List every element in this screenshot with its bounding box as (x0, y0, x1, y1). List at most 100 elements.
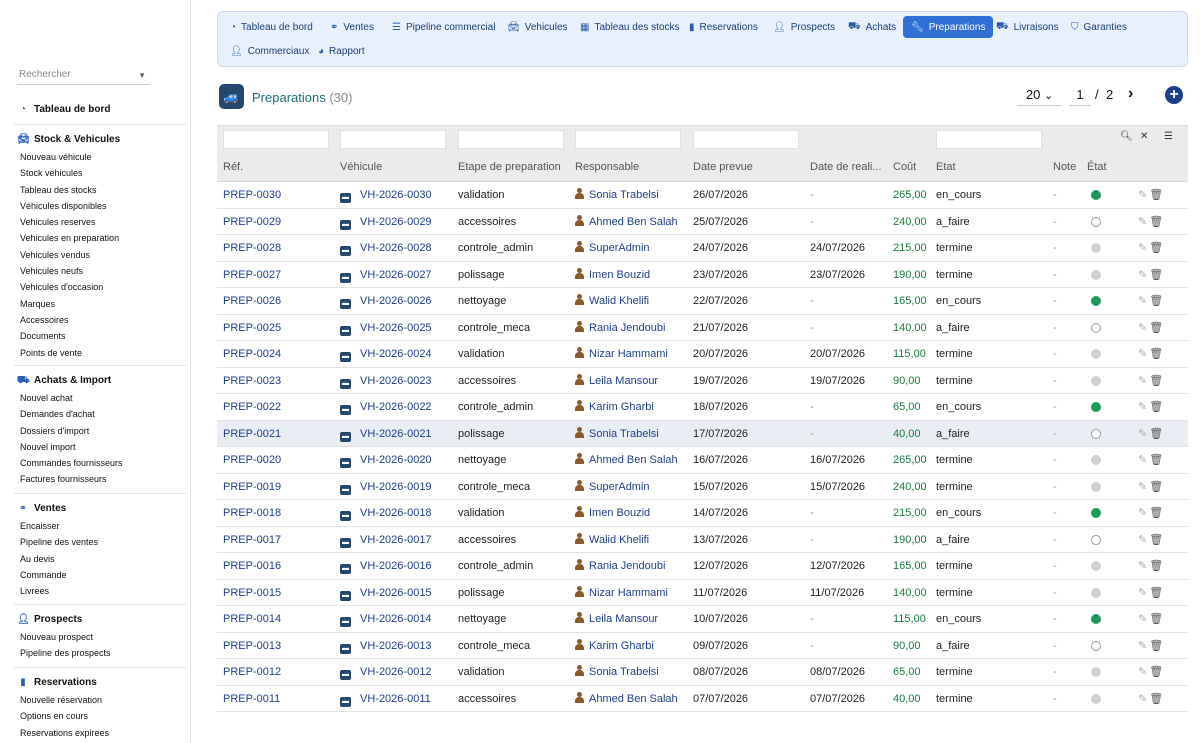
trash-icon[interactable]: 🗑︎ (1149, 348, 1164, 360)
table-row[interactable]: PREP-0020 ▬ VH-2026-0020 nettoyage Ahmed … (217, 447, 1188, 474)
trash-icon[interactable]: 🗑︎ (1149, 666, 1164, 678)
vehicle-link[interactable]: ▬ VH-2026-0025 (340, 315, 432, 341)
trash-icon[interactable]: 🗑︎ (1149, 242, 1164, 254)
sidebar-item[interactable]: Pipeline des ventes (20, 537, 99, 548)
sidebar-item[interactable]: Pipeline des prospects (20, 648, 111, 659)
edit-icon[interactable]: ✎ (1138, 507, 1148, 519)
ref-link[interactable]: PREP-0029 (223, 215, 282, 228)
table-row[interactable]: PREP-0018 ▬ VH-2026-0018 validation Imen … (217, 500, 1188, 527)
trash-icon[interactable]: 🗑︎ (1149, 427, 1164, 440)
sidebar-item[interactable]: Tableau des stocks (20, 184, 97, 195)
edit-icon[interactable]: ✎ (1138, 639, 1148, 652)
sidebar-item[interactable]: Nouvelle réservation (20, 695, 103, 705)
responsible-link[interactable]: Rania Jendoubi (575, 315, 665, 341)
ref-link[interactable]: PREP-0026 (223, 295, 282, 307)
list-columns-icon[interactable]: ☰ (1164, 131, 1173, 142)
edit-icon[interactable]: ✎ (1138, 692, 1148, 705)
ref-link[interactable]: PREP-0028 (223, 242, 282, 254)
vehicle-link[interactable]: ▬ VH-2026-0021 (340, 421, 432, 447)
sidebar-item[interactable]: Livrees (20, 586, 50, 597)
ref-link[interactable]: PREP-0025 (223, 321, 282, 334)
trash-icon[interactable]: 🗑︎ (1149, 613, 1164, 625)
filter-vehicle-input[interactable] (340, 130, 446, 149)
table-row[interactable]: PREP-0024 ▬ VH-2026-0024 validation Nizar… (217, 341, 1188, 368)
trash-icon[interactable]: 🗑︎ (1149, 560, 1164, 572)
ref-link[interactable]: PREP-0014 (223, 613, 282, 625)
table-row[interactable]: PREP-0028 ▬ VH-2026-0028 controle_admin S… (217, 235, 1188, 262)
ref-link[interactable]: PREP-0030 (223, 189, 282, 201)
table-row[interactable]: PREP-0026 ▬ VH-2026-0026 nettoyage Walid … (217, 288, 1188, 315)
edit-icon[interactable]: ✎ (1138, 613, 1148, 625)
ref-link[interactable]: PREP-0013 (223, 639, 282, 652)
trash-icon[interactable]: 🗑︎ (1149, 189, 1164, 201)
table-row[interactable]: PREP-0029 ▬ VH-2026-0029 accessoires Ahme… (217, 209, 1188, 235)
filter-date-input[interactable] (693, 130, 799, 149)
vehicle-link[interactable]: ▬ VH-2026-0024 (340, 341, 432, 367)
vehicle-link[interactable]: ▬ VH-2026-0015 (340, 580, 432, 606)
edit-icon[interactable]: ✎ (1138, 374, 1148, 387)
tab-ventes[interactable]: ⚭ Ventes (322, 16, 382, 38)
tab-garanties[interactable]: ⛉ Garanties (1063, 16, 1135, 38)
sidebar-item[interactable]: Vehicules en preparation (20, 233, 120, 244)
responsible-link[interactable]: Karim Gharbi (575, 633, 654, 659)
edit-icon[interactable]: ✎ (1138, 560, 1148, 572)
ref-link[interactable]: PREP-0019 (223, 480, 282, 493)
ref-link[interactable]: PREP-0018 (223, 507, 282, 519)
sidebar-item-dashboard[interactable]: ◔ Tableau de bord (17, 102, 186, 116)
vehicle-link[interactable]: ▬ VH-2026-0019 (340, 474, 432, 500)
column-header[interactable]: État (1087, 161, 1107, 173)
sidebar-item[interactable]: Nouvel achat (20, 393, 73, 403)
trash-icon[interactable]: 🗑︎ (1149, 374, 1164, 387)
next-page-button[interactable]: › (1128, 85, 1134, 102)
edit-icon[interactable]: ✎ (1138, 666, 1148, 678)
responsible-link[interactable]: Walid Khelifi (575, 527, 649, 553)
responsible-link[interactable]: Ahmed Ben Salah (575, 686, 678, 712)
column-header[interactable]: Réf. (223, 161, 244, 173)
sidebar-item[interactable]: Factures fournisseurs (20, 474, 107, 485)
ref-link[interactable]: PREP-0021 (223, 427, 282, 440)
vehicle-link[interactable]: ▬ VH-2026-0013 (340, 633, 432, 659)
trash-icon[interactable]: 🗑︎ (1149, 295, 1164, 307)
sidebar-item[interactable]: Reservations expirees (20, 727, 110, 738)
table-row[interactable]: PREP-0019 ▬ VH-2026-0019 controle_meca Su… (217, 474, 1188, 500)
add-button[interactable]: + (1165, 86, 1183, 104)
sidebar-item[interactable]: Accessoires (20, 314, 69, 325)
responsible-link[interactable]: SuperAdmin (575, 474, 650, 500)
vehicle-link[interactable]: ▬ VH-2026-0022 (340, 394, 432, 420)
ref-link[interactable]: PREP-0016 (223, 560, 282, 572)
ref-link[interactable]: PREP-0024 (223, 348, 282, 360)
edit-icon[interactable]: ✎ (1138, 401, 1148, 413)
ref-link[interactable]: PREP-0017 (223, 533, 282, 546)
responsible-link[interactable]: Sonia Trabelsi (575, 182, 659, 208)
trash-icon[interactable]: 🗑︎ (1149, 639, 1164, 652)
vehicle-link[interactable]: ▬ VH-2026-0026 (340, 288, 432, 314)
vehicle-link[interactable]: ▬ VH-2026-0029 (340, 209, 432, 235)
ref-link[interactable]: PREP-0027 (223, 268, 282, 281)
trash-icon[interactable]: 🗑︎ (1149, 692, 1164, 705)
tab-prospects[interactable]: 👤︎ Prospects (765, 16, 843, 38)
trash-icon[interactable]: 🗑︎ (1149, 533, 1164, 546)
vehicle-link[interactable]: ▬ VH-2026-0030 (340, 182, 432, 208)
tab-reservations[interactable]: ▮ Reservations (681, 16, 766, 38)
column-header[interactable]: Etape de preparation (458, 161, 561, 173)
edit-icon[interactable]: ✎ (1138, 268, 1148, 281)
edit-icon[interactable]: ✎ (1138, 454, 1148, 466)
vehicle-link[interactable]: ▬ VH-2026-0011 (340, 686, 431, 712)
edit-icon[interactable]: ✎ (1138, 189, 1148, 201)
edit-icon[interactable]: ✎ (1138, 480, 1148, 493)
trash-icon[interactable]: 🗑︎ (1149, 454, 1164, 466)
sidebar-item[interactable]: Vehicules d'occasion (20, 282, 104, 293)
trash-icon[interactable]: 🗑︎ (1149, 401, 1164, 413)
sidebar-item[interactable]: Points de vente (20, 347, 83, 358)
sidebar-search-input[interactable]: Rechercher ▼ (17, 67, 150, 85)
sidebar-item[interactable]: Commandes fournisseurs (20, 458, 123, 469)
edit-icon[interactable]: ✎ (1138, 295, 1148, 307)
page-number-input[interactable]: 1 (1069, 84, 1091, 106)
table-row[interactable]: PREP-0027 ▬ VH-2026-0027 polissage Imen B… (217, 262, 1188, 288)
responsible-link[interactable]: Walid Khelifi (575, 288, 649, 314)
tab-achats[interactable]: ⛟ Achats (840, 16, 904, 38)
sidebar-item[interactable]: Nouveau véhicule (20, 152, 92, 162)
sidebar-section-header[interactable]: ⛟ Achats & Import (17, 373, 186, 387)
tab-tableau-des-stocks[interactable]: ▦ Tableau des stocks (572, 16, 688, 38)
sidebar-item[interactable]: Nouvel import (20, 441, 76, 452)
